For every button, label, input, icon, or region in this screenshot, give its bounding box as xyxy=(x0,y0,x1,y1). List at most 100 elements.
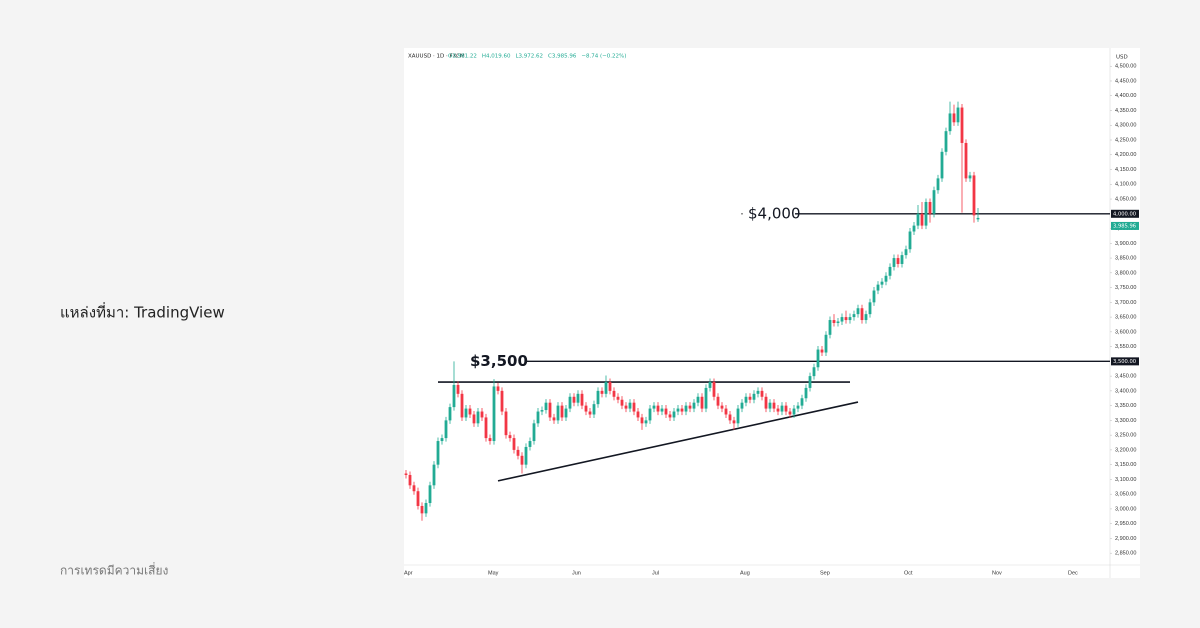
candle-body xyxy=(512,438,516,450)
candle-body xyxy=(892,258,896,267)
x-tick-label: Apr xyxy=(404,570,413,576)
candle-body xyxy=(672,411,676,418)
y-unit: USD xyxy=(1116,55,1128,61)
candle-body xyxy=(916,213,920,226)
candle-body xyxy=(792,408,796,415)
candle-body xyxy=(928,201,932,214)
candle-body xyxy=(420,505,424,514)
chart-panel xyxy=(404,48,1140,578)
candle-body xyxy=(404,473,408,475)
y-tick-label: 3,850.00 xyxy=(1115,256,1136,262)
x-tick-label: Jul xyxy=(652,570,659,576)
candle-body xyxy=(872,290,876,303)
candle-body xyxy=(868,302,872,315)
x-tick-label: Aug xyxy=(740,570,750,576)
candle-body xyxy=(476,411,480,424)
candle-body xyxy=(668,414,672,418)
candle-body xyxy=(612,390,616,397)
candle-body xyxy=(748,396,752,400)
candle-body xyxy=(800,398,804,406)
candle-body xyxy=(620,399,624,406)
candle-body xyxy=(864,314,868,321)
level-label: $4,000 xyxy=(748,204,801,222)
candle-body xyxy=(616,396,620,400)
candle-body xyxy=(812,367,816,377)
candle-body xyxy=(936,178,940,191)
candle-body xyxy=(848,317,852,321)
candle-body xyxy=(680,408,684,412)
y-tick-label: 3,450.00 xyxy=(1115,374,1136,380)
candle-body xyxy=(600,390,604,394)
candle-body xyxy=(876,284,880,291)
candle-body xyxy=(664,408,668,415)
y-tick-label: 4,450.00 xyxy=(1115,78,1136,84)
candle-body xyxy=(604,382,608,394)
candle-body xyxy=(436,441,440,465)
candle-body xyxy=(856,308,860,315)
candle-body xyxy=(828,320,832,335)
candle-body xyxy=(972,175,976,216)
ohlc-label: L3,972.62 xyxy=(515,54,543,60)
candle-body xyxy=(412,485,416,492)
candle-body xyxy=(456,384,460,394)
candle-body xyxy=(832,320,836,323)
candle-body xyxy=(884,275,888,282)
y-tick-label: 3,050.00 xyxy=(1115,492,1136,498)
ohlc-label: O3,981.22 xyxy=(448,54,477,60)
candle-body xyxy=(480,411,484,418)
candle-body xyxy=(760,390,764,397)
candle-body xyxy=(556,405,560,421)
candle-body xyxy=(840,317,844,322)
level-label: $3,500 xyxy=(470,352,528,370)
y-tick-label: 2,900.00 xyxy=(1115,536,1136,542)
candle-body xyxy=(904,249,908,256)
candle-body xyxy=(592,404,596,415)
candle-body xyxy=(720,405,724,409)
y-tick-label: 3,750.00 xyxy=(1115,285,1136,291)
candle-body xyxy=(588,411,592,415)
candle-body xyxy=(660,408,664,412)
candle-body xyxy=(500,390,504,412)
candle-body xyxy=(896,258,900,264)
y-tick-label: 4,400.00 xyxy=(1115,93,1136,99)
candle-body xyxy=(728,414,732,421)
close-tag xyxy=(1111,221,1139,230)
candle-body xyxy=(460,393,464,418)
candle-body xyxy=(624,405,628,409)
price-tag-label: 3,500.00 xyxy=(1113,359,1136,365)
candle-body xyxy=(632,402,636,412)
candle-body xyxy=(560,405,564,418)
candle-body xyxy=(836,321,840,323)
y-tick-label: 3,800.00 xyxy=(1115,270,1136,276)
candle-body xyxy=(820,349,824,353)
candle-body xyxy=(968,175,972,179)
candle-body xyxy=(784,405,788,412)
candle-body xyxy=(576,393,580,403)
candle-body xyxy=(740,402,744,409)
candle-body xyxy=(636,411,640,418)
candle-body xyxy=(652,405,656,409)
x-tick-label: May xyxy=(488,570,499,576)
candle-body xyxy=(736,408,740,424)
candle-body xyxy=(424,503,428,514)
candle-body xyxy=(804,387,808,399)
candle-body xyxy=(964,142,968,179)
candle-body xyxy=(492,386,496,442)
candle-body xyxy=(824,334,828,353)
y-tick-label: 3,150.00 xyxy=(1115,462,1136,468)
candle-body xyxy=(696,396,700,403)
candle-body xyxy=(880,281,884,285)
candle-body xyxy=(908,231,912,250)
y-tick-label: 3,350.00 xyxy=(1115,403,1136,409)
y-tick-label: 3,100.00 xyxy=(1115,477,1136,483)
candle-body xyxy=(932,190,936,214)
candle-body xyxy=(924,201,928,226)
candle-body xyxy=(816,349,820,368)
candle-body xyxy=(468,408,472,415)
x-tick-label: Nov xyxy=(992,570,1002,576)
candle-body xyxy=(732,420,736,424)
candle-body xyxy=(712,382,716,397)
y-tick-label: 3,600.00 xyxy=(1115,329,1136,335)
y-tick-label: 4,200.00 xyxy=(1115,152,1136,158)
y-tick-label: 3,400.00 xyxy=(1115,388,1136,394)
